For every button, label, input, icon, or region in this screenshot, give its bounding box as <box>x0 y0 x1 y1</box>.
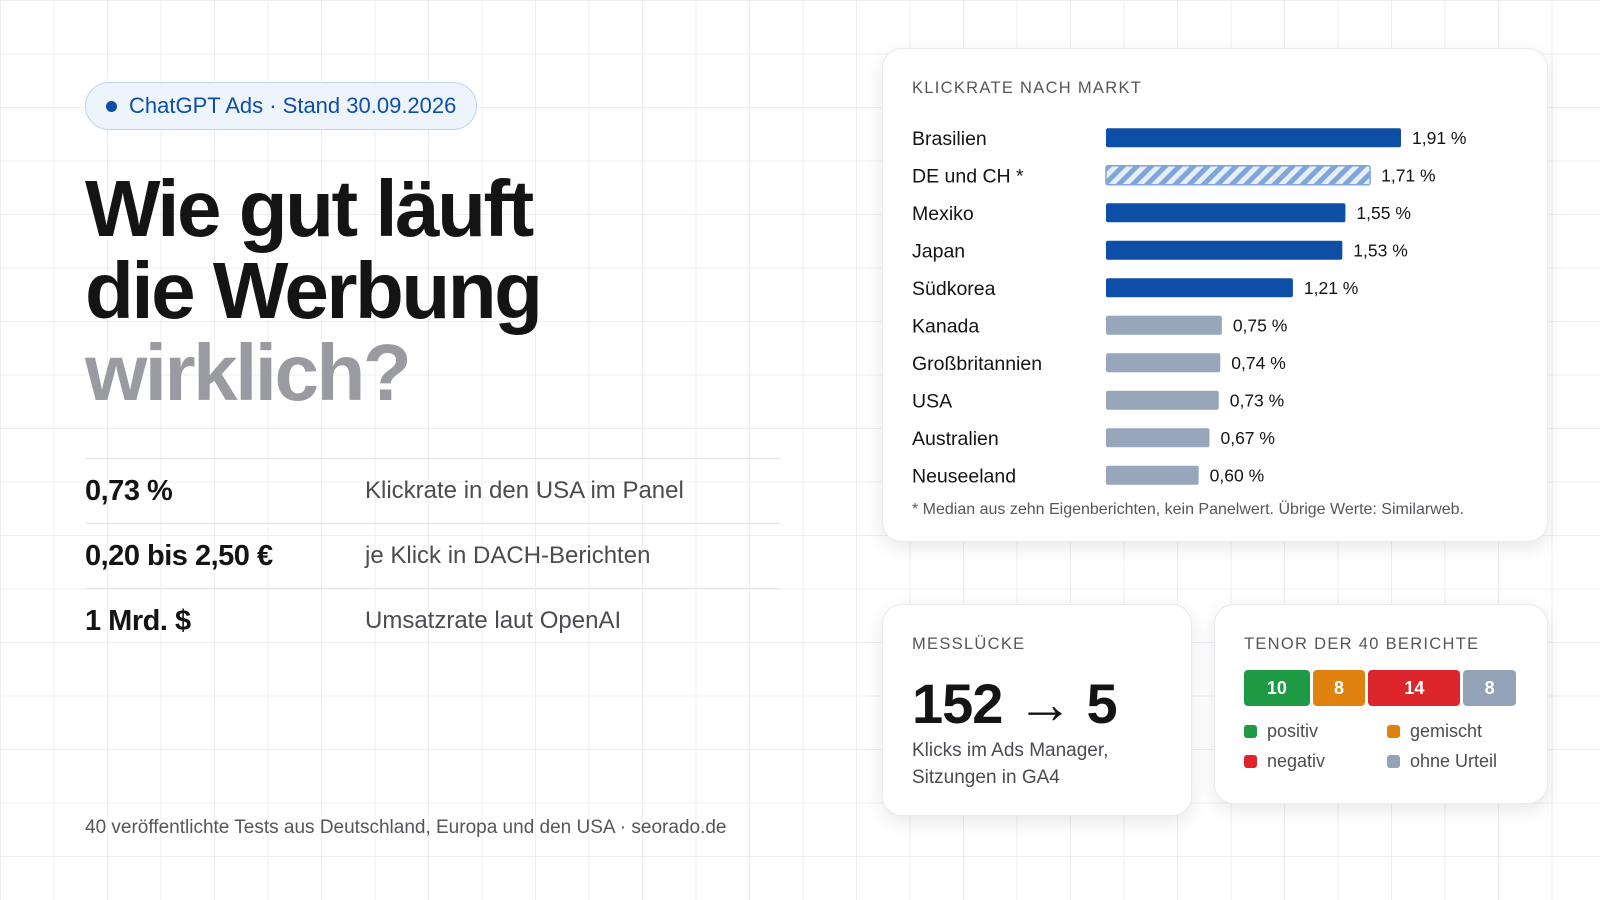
stat-row: 1 Mrd. $ Umsatzrate laut OpenAI <box>85 589 780 653</box>
chart-title: KLICKRATE NACH MARKT <box>912 79 1143 97</box>
bar <box>1106 465 1199 485</box>
legend-swatch <box>1387 755 1400 768</box>
badge-dot-icon <box>106 100 117 112</box>
headline-line-3: wirklich? <box>85 328 412 417</box>
data-label: 0,74 % <box>1231 353 1285 373</box>
gap-value: 152 → 5 <box>912 672 1118 735</box>
legend-label: ohne Urteil <box>1410 751 1498 771</box>
data-label: 0,73 % <box>1230 390 1284 410</box>
category-label: Kanada <box>912 315 979 337</box>
data-label: 0,67 % <box>1220 428 1274 448</box>
tenor-card: TENOR DER 40 BERICHTE 10 8 14 8 positiv … <box>1214 604 1548 804</box>
data-label: 1,55 % <box>1356 203 1410 223</box>
legend-swatch <box>1387 725 1400 738</box>
legend-swatch <box>1244 725 1257 738</box>
chart-footnote: * Median aus zehn Eigenberichten, kein P… <box>912 501 1464 518</box>
bar <box>1106 390 1219 410</box>
legend-item-no-verdict: ohne Urteil <box>1387 751 1530 772</box>
ctr-bar-chart: Brasilien 1,91 % DE und CH * 1,71 % Mexiko 1,… <box>912 128 1466 488</box>
tenor-segment-positive: 10 <box>1244 670 1310 706</box>
bar <box>1105 165 1371 186</box>
stat-value: 0,20 bis 2,50 € <box>85 539 273 572</box>
category-label: Großbritannien <box>912 353 1042 375</box>
bar <box>1106 315 1222 335</box>
category-label: Japan <box>912 240 965 262</box>
bar <box>1106 128 1401 148</box>
legend-swatch <box>1244 755 1257 768</box>
gap-title: MESSLÜCKE <box>912 635 1026 653</box>
category-label: Mexiko <box>912 203 974 225</box>
gap-description: Klicks im Ads Manager, Sitzungen in GA4 <box>912 740 1109 788</box>
source-note: 40 veröffentlichte Tests aus Deutschland… <box>85 817 727 838</box>
headline-line-1: Wie gut läuft <box>85 164 534 253</box>
category-label: Neuseeland <box>912 465 1016 487</box>
bar <box>1106 428 1210 448</box>
data-label: 1,91 % <box>1412 128 1466 148</box>
category-label: Südkorea <box>912 278 996 300</box>
status-badge: ChatGPT Ads · Stand 30.09.2026 <box>85 82 478 130</box>
legend-label: gemischt <box>1410 721 1483 741</box>
stat-row: 0,20 bis 2,50 € je Klick in DACH-Bericht… <box>85 524 780 589</box>
data-label: 1,21 % <box>1304 278 1358 298</box>
data-label: 0,60 % <box>1210 465 1264 485</box>
category-label: Australien <box>912 428 999 450</box>
stat-label: Umsatzrate laut OpenAI <box>365 607 622 634</box>
tenor-stacked-bar: 10 8 14 8 <box>1244 670 1516 706</box>
category-label: DE und CH * <box>912 165 1024 187</box>
bar <box>1106 203 1346 223</box>
headline-line-2: die Werbung <box>85 246 543 335</box>
measurement-gap-card: MESSLÜCKE 152 → 5 Klicks im Ads Manager,… <box>882 604 1192 816</box>
stat-label: je Klick in DACH-Berichten <box>365 542 651 569</box>
badge-label: ChatGPT Ads · Stand 30.09.2026 <box>129 93 457 118</box>
page-title: Wie gut läuft die Werbung wirklich? <box>85 164 543 417</box>
data-label: 0,75 % <box>1233 315 1287 335</box>
data-label: 1,53 % <box>1353 240 1407 260</box>
ctr-chart-card: Brasilien 1,91 % DE und CH * 1,71 % Mexiko 1,… <box>882 48 1548 542</box>
legend-label: positiv <box>1267 721 1319 741</box>
stat-value: 1 Mrd. $ <box>85 604 191 637</box>
category-label: USA <box>912 390 952 412</box>
tenor-title: TENOR DER 40 BERICHTE <box>1244 635 1480 653</box>
legend-item-positive: positiv <box>1244 721 1387 742</box>
stat-row: 0,73 % Klickrate in den USA im Panel <box>85 459 780 524</box>
tenor-legend: positiv gemischt negativ ohne Urteil <box>1244 721 1534 772</box>
bar <box>1106 240 1343 260</box>
tenor-segment-no-verdict: 8 <box>1463 670 1516 706</box>
legend-item-negative: negativ <box>1244 751 1387 772</box>
data-label: 1,71 % <box>1381 165 1435 185</box>
legend-label: negativ <box>1267 751 1326 771</box>
stat-label: Klickrate in den USA im Panel <box>365 477 684 504</box>
bar <box>1106 278 1293 298</box>
bar <box>1106 353 1221 373</box>
tenor-segment-negative: 14 <box>1368 670 1461 706</box>
stat-value: 0,73 % <box>85 474 173 507</box>
key-stats: 0,73 % Klickrate in den USA im Panel 0,2… <box>85 458 780 653</box>
category-label: Brasilien <box>912 128 987 150</box>
tenor-segment-mixed: 8 <box>1312 670 1366 706</box>
legend-item-mixed: gemischt <box>1387 721 1530 742</box>
